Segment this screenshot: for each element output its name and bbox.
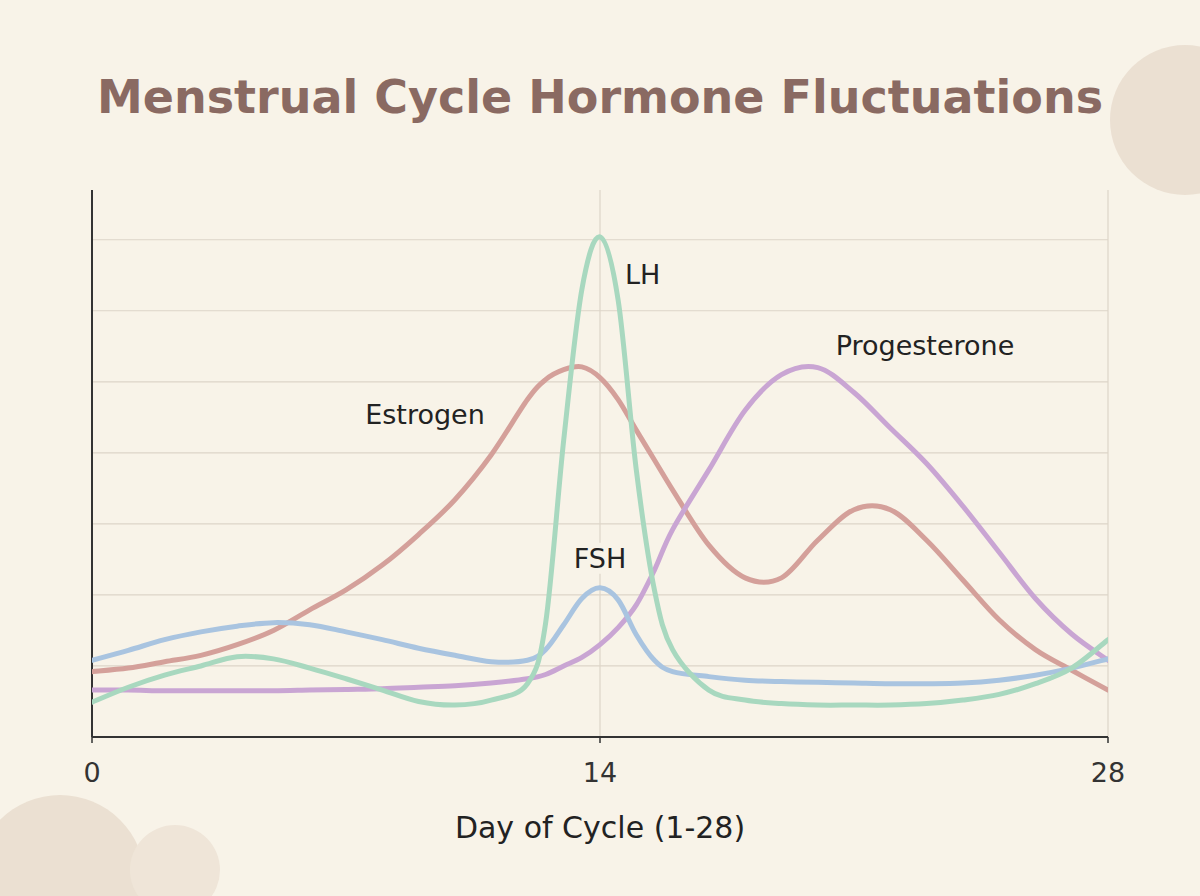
decoration [130, 825, 220, 896]
grid-line [1107, 190, 1108, 737]
series-line [92, 366, 1108, 690]
series-line [92, 366, 1108, 690]
series-label: FSH [574, 543, 627, 574]
series-label-group: Progesterone [833, 330, 1018, 361]
x-axis-label: Day of Cycle (1-28) [455, 810, 745, 845]
series-label-group: Estrogen [362, 399, 488, 430]
series-line [92, 237, 1108, 705]
decoration [1110, 45, 1200, 195]
y-axis [91, 190, 93, 737]
label-patch [833, 330, 1018, 361]
title: Menstrual Cycle Hormone Fluctuations [97, 70, 1103, 124]
series-label: Progesterone [836, 330, 1015, 361]
series-label-group: FSH [571, 543, 630, 574]
tick-label: 28 [1091, 757, 1125, 788]
grid [92, 190, 1108, 737]
tick-label: 0 [83, 757, 100, 788]
series-line [92, 588, 1108, 684]
label-patch [622, 259, 663, 290]
chart: Menstrual Cycle Hormone Fluctuations 0 14 2… [0, 0, 1200, 896]
x-axis [92, 736, 1108, 738]
series-label: Estrogen [365, 399, 485, 430]
label-patch [571, 543, 630, 574]
series-label-group: LH [622, 259, 663, 290]
label-patch [362, 399, 488, 430]
background [0, 0, 1200, 896]
series-label: LH [625, 259, 660, 290]
grid-line [599, 190, 600, 737]
tick-label: 14 [583, 757, 617, 788]
grid-line [91, 190, 92, 737]
decoration [0, 795, 145, 896]
series-labels: Estrogen Progesterone FSH LH [362, 259, 1017, 574]
lines [92, 237, 1108, 705]
